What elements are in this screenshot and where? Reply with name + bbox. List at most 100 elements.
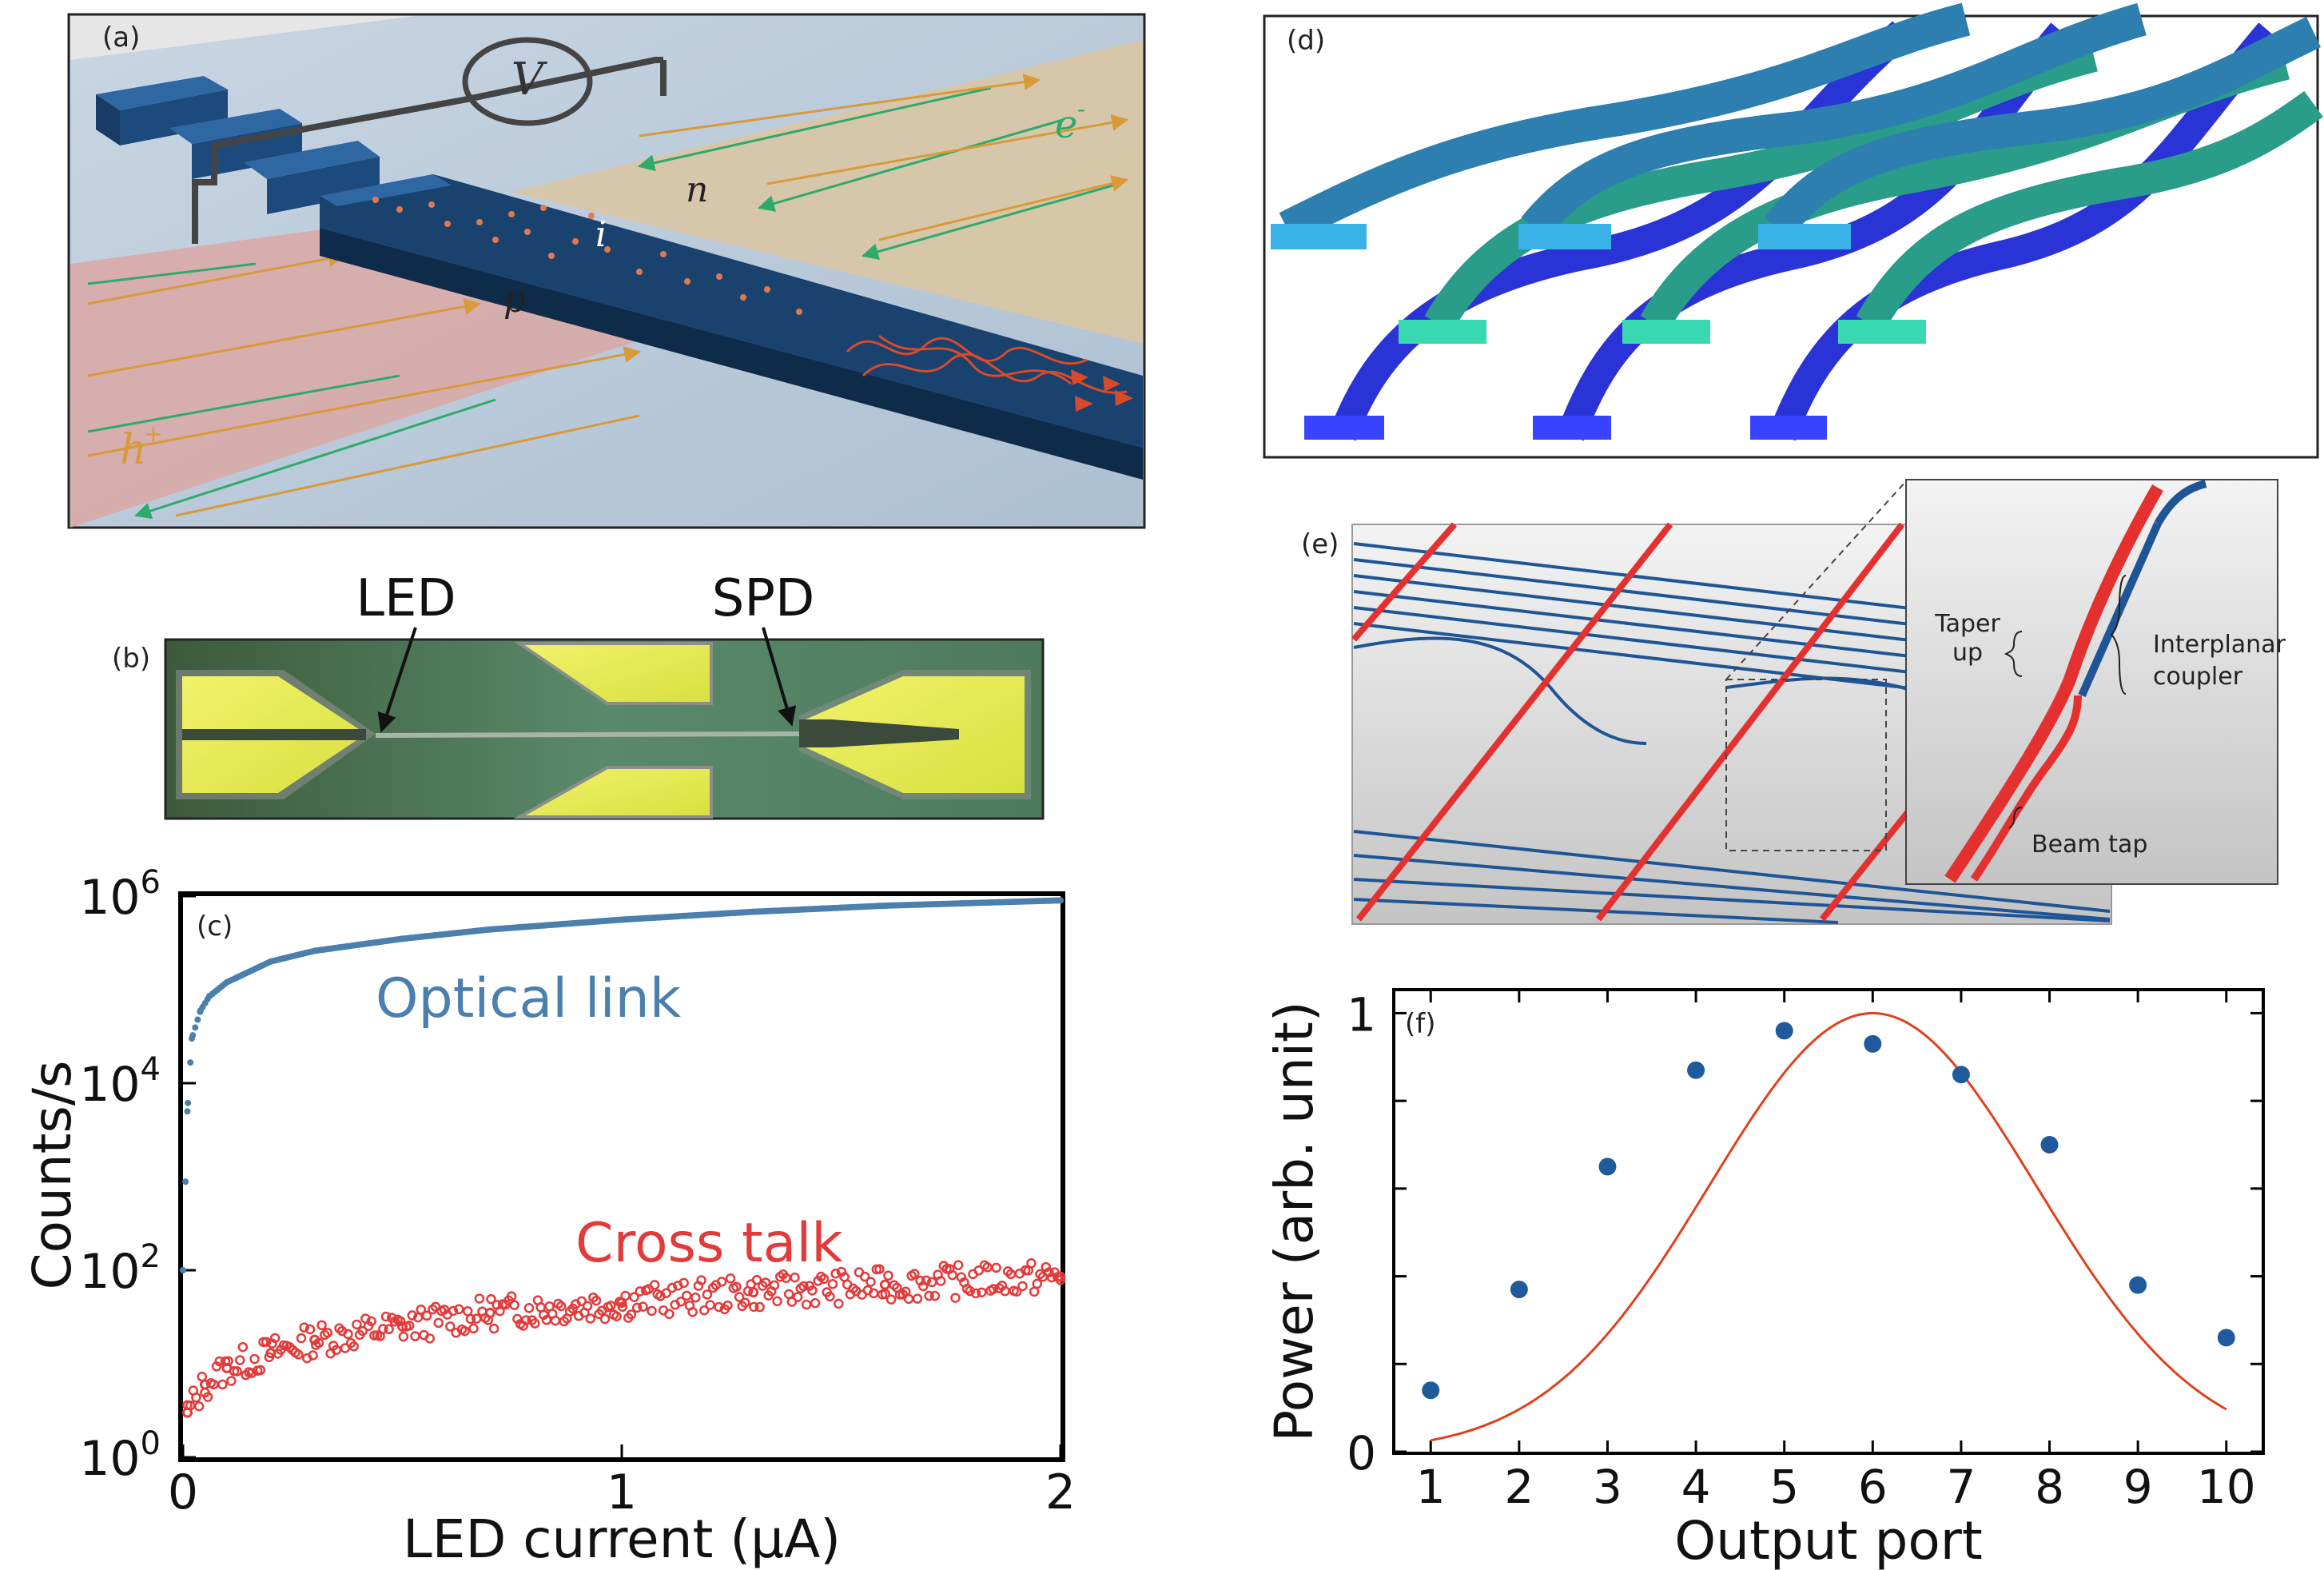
data-point: [304, 1324, 316, 1335]
panel-f-letter: (f): [1405, 1008, 1436, 1040]
data-point: [348, 1341, 360, 1352]
data-point: [698, 1305, 710, 1316]
plot-f-xtick-label: 4: [1681, 1460, 1711, 1514]
brace-beam-tap: [2008, 807, 2023, 829]
data-point: [395, 1316, 406, 1327]
plot-c-ytick-label: 100: [79, 1425, 161, 1487]
data-point: [454, 1304, 464, 1315]
data-point: [629, 1292, 639, 1302]
dopant-dot: [588, 213, 595, 219]
dopant-dots: [372, 197, 802, 315]
data-point: [197, 1371, 208, 1382]
data-point: [929, 1290, 941, 1301]
data-point: [2217, 1329, 2235, 1347]
data-point: [682, 1290, 692, 1301]
panel-b: LED SPD (b): [112, 569, 1045, 820]
data-point: [631, 1302, 643, 1313]
series-cross-talk: [181, 1258, 1066, 1418]
data-point: [424, 1333, 436, 1344]
plot-f-frame: [1392, 988, 2265, 1455]
panel-b-letter: (b): [112, 643, 150, 675]
data-point: [255, 1365, 266, 1376]
data-point: [965, 1285, 975, 1297]
data-point: [725, 1273, 736, 1284]
data-point: [1952, 1066, 1970, 1084]
data-point: [235, 1355, 245, 1365]
plot-f-marks: [1422, 1011, 2235, 1442]
emission-trace-1: [846, 337, 1088, 365]
data-point: [187, 1059, 194, 1066]
data-point: [416, 1304, 427, 1315]
data-point: [232, 1366, 242, 1377]
panel-d: (d): [1263, 2, 2323, 459]
wg-end-teal-1: [1399, 320, 1486, 344]
callout-taper-2: up: [1952, 639, 1983, 667]
data-point: [705, 1300, 715, 1310]
callout-coupler-2: coupler: [2153, 663, 2243, 691]
data-point: [991, 1262, 1001, 1273]
data-point: [690, 1292, 701, 1303]
panel-e: Taper up Interplanar coupler Beam tap (e…: [1301, 479, 2286, 925]
data-point: [576, 1296, 587, 1306]
wg-end-cyan-1: [1271, 224, 1367, 249]
plot-c-xtick-label: 1: [607, 1464, 637, 1520]
data-point: [523, 1303, 535, 1313]
dopant-dot: [796, 309, 802, 315]
data-point: [606, 1301, 616, 1311]
data-point: [667, 1282, 678, 1293]
data-point: [635, 1286, 646, 1297]
data-point: [217, 1379, 228, 1390]
data-point: [185, 1099, 192, 1106]
data-point: [468, 1323, 479, 1334]
fit-curve: [1430, 1011, 2227, 1442]
data-point: [261, 1337, 272, 1348]
inset-blue-curve: [2154, 480, 2207, 526]
waveguide-b: [375, 731, 800, 738]
data-point: [769, 1280, 780, 1291]
zoom-box: [1725, 679, 1887, 851]
data-point: [611, 1311, 622, 1321]
data-point: [702, 1289, 713, 1300]
dopant-dot: [372, 197, 379, 203]
led-arrow: [377, 627, 417, 733]
data-point: [180, 1267, 186, 1273]
data-point: [591, 1295, 602, 1306]
waveguide-stack: [1279, 2, 2323, 441]
panel-c: 0 1 2 100 102 104 106 (c) Optical link Cross t…: [22, 864, 1076, 1570]
data-point: [404, 1321, 415, 1331]
plot-f-xtick-label: 8: [2035, 1460, 2064, 1514]
voltmeter-circle: [462, 37, 593, 126]
dopant-dot: [660, 251, 667, 257]
label-electron: e: [1055, 102, 1077, 147]
spd-label: SPD: [712, 569, 815, 628]
data-point: [912, 1293, 923, 1304]
data-point: [407, 1310, 418, 1321]
data-point: [950, 1293, 961, 1303]
data-point: [1057, 897, 1064, 904]
data-point: [786, 1297, 798, 1307]
data-point: [340, 1343, 351, 1353]
data-point: [465, 1313, 476, 1325]
dopant-dot: [476, 219, 483, 225]
dopant-dot: [396, 206, 403, 213]
data-point: [859, 1271, 870, 1282]
inset-red-taper: [1944, 484, 2163, 883]
dopant-dot: [604, 246, 611, 253]
data-point: [883, 1270, 893, 1281]
pad-top: [514, 642, 713, 705]
plot-f-xlabel: Output port: [1674, 1510, 1983, 1570]
label-i: i: [595, 214, 607, 255]
brace-taper: [2004, 631, 2023, 677]
dopant-dot: [492, 237, 499, 243]
emission-trace-3: [878, 334, 1072, 385]
wg-end-blue-2: [1533, 416, 1611, 440]
label-n: n: [686, 169, 708, 210]
panel-e-letter: (e): [1301, 528, 1339, 560]
data-point: [1026, 1258, 1037, 1269]
plot-f-xtick-label: 2: [1504, 1460, 1534, 1514]
plot-f-xtick-label: 9: [2123, 1460, 2153, 1514]
data-point: [509, 1300, 519, 1310]
dopant-dot: [764, 286, 770, 293]
data-point: [664, 1309, 675, 1320]
